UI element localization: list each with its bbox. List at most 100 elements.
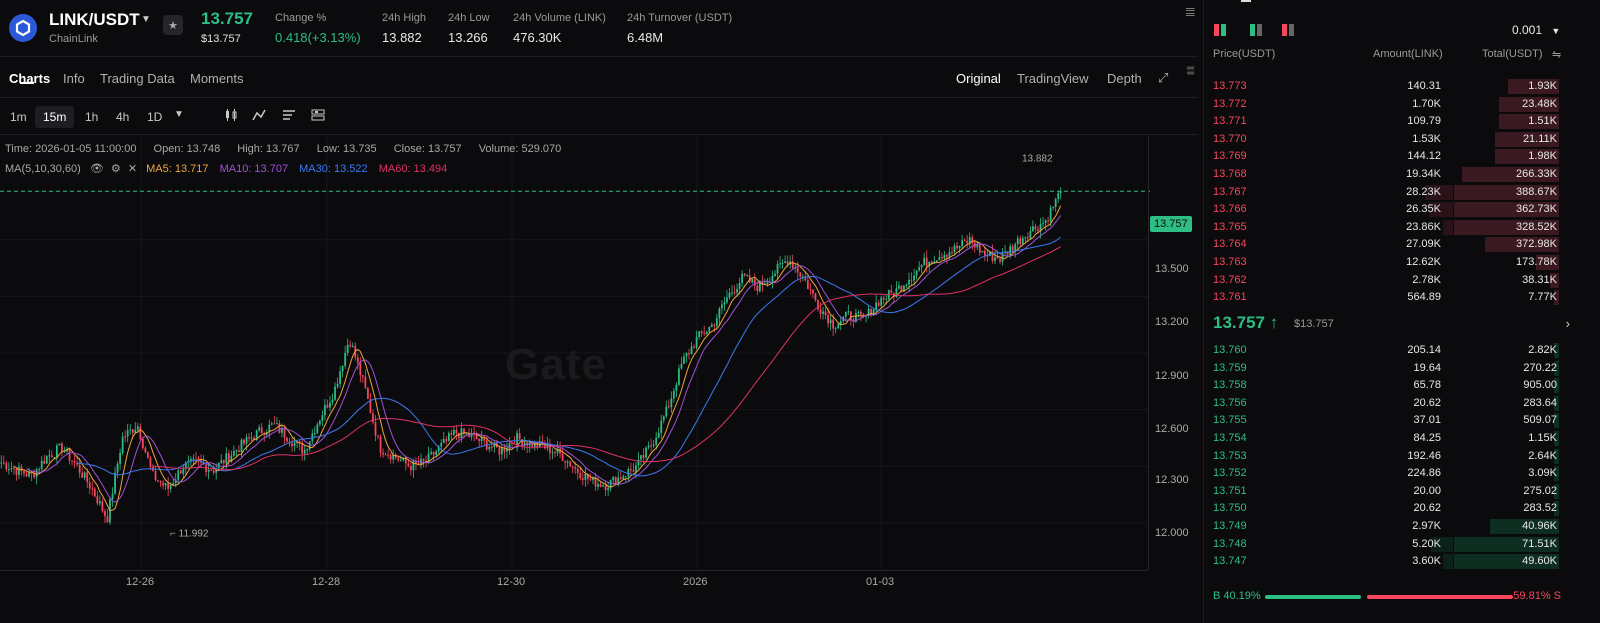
candle-body xyxy=(584,473,587,480)
ask-row[interactable]: 13.768 19.34K 266.33K xyxy=(1204,166,1564,183)
bid-row[interactable]: 13.751 20.00 275.02 xyxy=(1204,483,1564,500)
ask-row[interactable]: 13.763 12.62K 173.78K xyxy=(1204,254,1564,271)
candle-body xyxy=(91,488,94,490)
ask-row[interactable]: 13.767 28.23K 388.67K xyxy=(1204,184,1564,201)
book-bids-icon[interactable] xyxy=(1250,24,1262,36)
tab-trading-data[interactable]: Trading Data xyxy=(100,71,175,86)
ask-row[interactable]: 13.770 1.53K 21.11K xyxy=(1204,131,1564,148)
candle-body xyxy=(943,255,946,259)
candle-body xyxy=(1009,246,1012,255)
tab-charts[interactable]: Charts xyxy=(9,71,51,86)
candlestick-icon[interactable] xyxy=(224,108,238,122)
candle-body xyxy=(442,439,445,444)
pair-name[interactable]: LINK/USDT xyxy=(49,10,140,29)
settings-icon[interactable] xyxy=(311,108,325,122)
caret-down-icon[interactable]: ▼ xyxy=(174,109,184,120)
drag-handle-icon[interactable]: ═ ═ xyxy=(1187,63,1195,79)
tab-info[interactable]: Info xyxy=(63,71,85,86)
candle-body xyxy=(235,450,238,452)
bid-row[interactable]: 13.758 65.78 905.00 xyxy=(1204,377,1564,394)
candle-body xyxy=(412,460,415,471)
timeframe-1h[interactable]: 1h xyxy=(85,110,99,124)
candle-body xyxy=(617,477,620,485)
candle-body xyxy=(258,427,261,431)
candle-body xyxy=(468,433,470,437)
candle-body xyxy=(25,473,28,477)
chainlink-logo-icon xyxy=(9,14,37,42)
candle-body xyxy=(286,437,288,442)
indicator-icon[interactable] xyxy=(252,108,266,122)
chevron-right-icon[interactable]: › xyxy=(1565,316,1570,331)
row-price: 13.766 xyxy=(1213,203,1247,216)
row-total: 40.96K xyxy=(1522,520,1557,532)
view-original[interactable]: Original xyxy=(956,71,1001,86)
bid-row[interactable]: 13.750 20.62 283.52 xyxy=(1204,500,1564,517)
book-asks-icon[interactable] xyxy=(1282,24,1294,36)
bid-row[interactable]: 13.756 20.62 283.64 xyxy=(1204,395,1564,412)
row-total: 1.98K xyxy=(1528,150,1557,163)
ask-row[interactable]: 13.765 23.86K 328.52K xyxy=(1204,219,1564,236)
book-both-icon[interactable] xyxy=(1214,24,1226,36)
candle-body xyxy=(650,445,652,447)
ask-row[interactable]: 13.761 564.89 7.77K xyxy=(1204,289,1564,306)
candle-body xyxy=(369,398,372,414)
candle-body xyxy=(460,428,463,438)
candle-body xyxy=(329,402,331,408)
candle-time: Time: 2026-01-05 11:00:00 xyxy=(5,143,137,155)
bid-row[interactable]: 13.759 19.64 270.22 xyxy=(1204,360,1564,377)
bid-row[interactable]: 13.760 205.14 2.82K xyxy=(1204,342,1564,359)
candle-body xyxy=(951,252,953,254)
timeframe-4h[interactable]: 4h xyxy=(116,110,130,124)
bid-row[interactable]: 13.747 3.60K 49.60K xyxy=(1204,553,1564,570)
ask-row[interactable]: 13.771 109.79 1.51K xyxy=(1204,113,1564,130)
candle-body xyxy=(657,432,660,438)
candle-body xyxy=(576,468,579,473)
depth-bar xyxy=(1485,237,1559,253)
candle-body xyxy=(941,256,943,259)
ask-row[interactable]: 13.766 26.35K 362.73K xyxy=(1204,201,1564,218)
row-amount: 27.09K xyxy=(1406,238,1441,251)
candle-body xyxy=(324,404,326,416)
drag-handle-icon[interactable]: ═ ═ xyxy=(1186,2,1195,21)
precision-select[interactable]: 0.001 ▼ xyxy=(1512,23,1560,37)
bid-row[interactable]: 13.752 224.86 3.09K xyxy=(1204,465,1564,482)
ask-row[interactable]: 13.773 140.31 1.93K xyxy=(1204,78,1564,95)
candle-body xyxy=(141,438,144,448)
candle-body xyxy=(88,482,91,489)
candle-body xyxy=(35,469,38,478)
ask-row[interactable]: 13.772 1.70K 23.48K xyxy=(1204,96,1564,113)
timeframe-15m[interactable]: 15m xyxy=(35,106,75,128)
draw-tools-icon[interactable] xyxy=(282,108,296,122)
row-amount: 19.34K xyxy=(1406,168,1441,180)
eye-icon[interactable]: 👁 xyxy=(89,163,104,175)
bid-row[interactable]: 13.749 2.97K 40.96K xyxy=(1204,518,1564,535)
ask-row[interactable]: 13.764 27.09K 372.98K xyxy=(1204,236,1564,253)
bid-row[interactable]: 13.754 84.25 1.15K xyxy=(1204,430,1564,447)
view-depth[interactable]: Depth xyxy=(1107,71,1142,86)
candle-body xyxy=(1044,220,1047,224)
expand-icon[interactable]: ⤢ xyxy=(1158,70,1169,85)
depth-bar xyxy=(1454,184,1559,200)
price-chart[interactable]: 13.882 ⌐ 11.992 xyxy=(0,136,1198,623)
settings-icon[interactable]: ⚙ xyxy=(110,163,121,175)
bid-row[interactable]: 13.753 192.46 2.64K xyxy=(1204,448,1564,465)
swap-icon[interactable]: ⇋ xyxy=(1552,49,1562,61)
candle-body xyxy=(58,443,61,446)
favorite-star-icon[interactable]: ★ xyxy=(163,15,183,35)
close-icon[interactable]: ✕ xyxy=(127,163,138,175)
row-amount: 205.14 xyxy=(1407,344,1441,356)
bid-row[interactable]: 13.755 37.01 509.07 xyxy=(1204,412,1564,429)
ask-row[interactable]: 13.762 2.78K 38.31K xyxy=(1204,272,1564,289)
candle-body xyxy=(164,483,167,486)
ask-row[interactable]: 13.769 144.12 1.98K xyxy=(1204,148,1564,165)
tab-moments[interactable]: Moments xyxy=(190,71,244,86)
row-price: 13.752 xyxy=(1213,467,1247,480)
buy-ratio-bar xyxy=(1265,595,1361,599)
bid-row[interactable]: 13.748 5.20K 71.51K xyxy=(1204,536,1564,553)
candle-info: Time: 2026-01-05 11:00:00 Open: 13.748 H… xyxy=(5,143,575,155)
caret-down-icon[interactable]: ▼ xyxy=(141,14,151,25)
view-tradingview[interactable]: TradingView xyxy=(1017,71,1089,86)
timeframe-1d[interactable]: 1D xyxy=(147,110,163,124)
candle-body xyxy=(318,420,321,425)
timeframe-1m[interactable]: 1m xyxy=(10,110,27,124)
